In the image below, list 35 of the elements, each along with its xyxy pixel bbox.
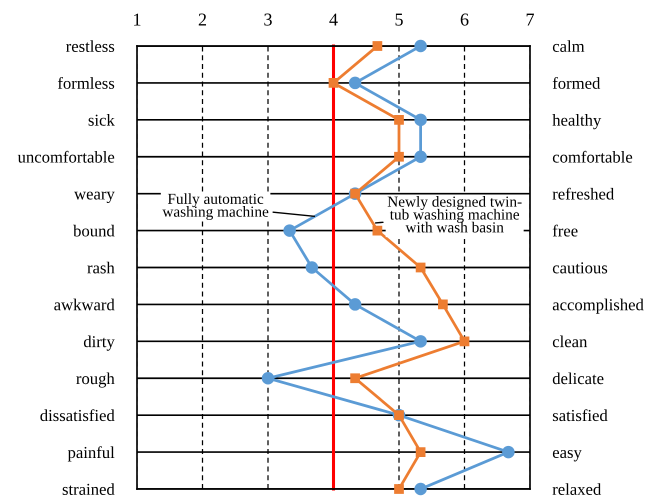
- y2-tick-label: formed: [552, 76, 600, 89]
- y2-tick-label: accomplished: [552, 298, 644, 314]
- y-tick-label: uncomfortable: [18, 150, 114, 163]
- series-label: Newly designed twin- tub washing machine with wash basin: [388, 196, 522, 232]
- y2-tick-label: refreshed: [552, 188, 614, 200]
- y-tick-label: dissatisfied: [40, 409, 115, 422]
- y2-tick-label: healthy: [552, 114, 602, 130]
- x-tick-label: 3: [264, 14, 272, 26]
- y-tick-label: strained: [62, 483, 115, 495]
- x-tick-label: 1: [134, 14, 140, 26]
- y2-tick-label: satisfied: [552, 409, 608, 422]
- y-tick-label: rash: [87, 262, 115, 274]
- y-tick-label: bound: [73, 224, 115, 237]
- y2-tick-label: calm: [552, 40, 584, 52]
- y-tick-label: painful: [68, 446, 114, 462]
- y-tick-label: rough: [76, 372, 115, 388]
- x-tick-label: 2: [198, 14, 206, 26]
- y2-tick-label: cautious: [552, 262, 608, 274]
- y-tick-label: formless: [58, 76, 114, 89]
- y-tick-label: dirty: [84, 336, 115, 351]
- y2-tick-label: clean: [552, 336, 588, 348]
- y2-tick-label: easy: [552, 450, 582, 462]
- y2-tick-label: relaxed: [552, 483, 602, 495]
- y2-tick-label: free: [552, 224, 578, 237]
- y-tick-label: awkward: [54, 298, 115, 310]
- y-tick-label: sick: [88, 114, 115, 126]
- x-tick-label: 7: [526, 14, 534, 26]
- series-label: Fully automatic washing machine: [162, 193, 268, 220]
- y2-tick-label: delicate: [552, 372, 604, 384]
- y-tick-label: weary: [74, 192, 115, 204]
- y2-tick-label: comfortable: [552, 150, 632, 163]
- y-tick-label: restless: [66, 40, 114, 52]
- x-tick-label: 4: [329, 14, 338, 26]
- x-tick-label: 6: [460, 14, 468, 26]
- x-tick-label: 5: [396, 14, 403, 26]
